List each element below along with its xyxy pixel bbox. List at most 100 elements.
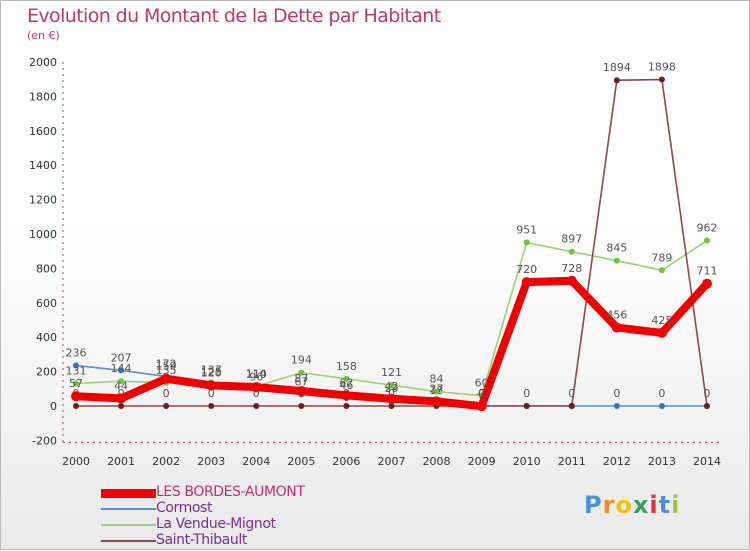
x-tick-label: 2010 [513,455,541,468]
data-label: 62 [339,376,353,389]
legend-label: LES BORDES-AUMONT [156,484,305,500]
data-label: 158 [336,360,357,373]
legend-swatch [101,508,156,510]
data-point [343,375,350,382]
data-label: 46 [339,379,353,392]
data-label: 720 [516,263,537,276]
x-tick-label: 2009 [468,455,496,468]
logo-letter: x [632,491,650,519]
data-point [566,275,577,286]
data-label: 236 [66,346,87,359]
data-point [341,390,352,401]
data-point [386,393,397,404]
x-tick-label: 2014 [693,455,721,468]
y-tick-label: 1400 [29,159,57,172]
data-label: 0 [163,387,170,400]
data-point [73,403,79,409]
data-point [116,393,127,404]
data-label: 789 [651,251,672,264]
data-label: 120 [201,366,222,379]
proxiti-logo: Proxiti [584,491,680,519]
data-label: 0 [703,387,710,400]
data-point [73,362,79,369]
data-label: 0 [253,387,260,400]
data-point [118,367,125,374]
x-tick-label: 2006 [332,455,360,468]
data-label: 57 [69,377,83,390]
data-label: 0 [658,387,665,400]
data-label: -1 [476,387,487,400]
x-tick-label: 2004 [242,455,270,468]
y-tick-label: 1600 [29,125,57,138]
legend-label: Cormost [156,500,213,516]
data-point [703,237,710,244]
logo-letter: P [584,491,603,519]
data-point [71,391,81,402]
data-point [431,396,442,407]
data-label: 1898 [648,61,676,74]
legend-swatch [101,488,156,498]
y-tick-label: 1800 [29,90,57,103]
data-label: 1894 [603,61,631,74]
data-point [523,403,530,409]
data-label: 0 [208,387,215,400]
data-point [388,382,395,389]
y-tick-label: 0 [50,400,57,413]
data-label: 135 [156,364,177,377]
y-tick-label: 2000 [29,56,57,69]
x-tick-label: 2001 [107,455,135,468]
x-tick-label: 2005 [287,455,315,468]
data-label: 114 [246,367,267,380]
data-label: 897 [561,233,582,246]
legend-label: Saint-Thibault [156,532,247,548]
data-label: 27 [430,382,444,395]
data-label: 728 [561,262,582,275]
data-label: 172 [156,357,177,370]
data-label: 121 [381,366,402,379]
y-tick-label: 600 [36,297,57,310]
legend-swatch [101,540,156,542]
x-tick-label: 2002 [152,455,180,468]
y-tick-label: 1200 [29,194,57,207]
data-label: 845 [606,242,627,255]
logo-letter: o [615,491,633,519]
data-label: 0 [478,387,485,400]
data-point [521,277,532,288]
data-point [253,403,260,409]
data-label: 0 [388,387,395,400]
y-tick-label: 200 [36,366,57,379]
x-tick-label: 2012 [603,455,631,468]
data-point [296,386,307,397]
data-point [118,403,125,409]
data-label: 110 [246,368,267,381]
x-tick-label: 2003 [197,455,225,468]
data-point [523,239,530,246]
logo-letter: i [649,491,659,519]
data-label: 0 [523,387,530,400]
data-point [613,257,620,264]
data-point [206,380,217,391]
data-point [251,382,262,393]
x-tick-label: 2008 [423,455,451,468]
data-point [703,403,710,409]
data-point [476,401,487,412]
legend-swatch [101,524,156,526]
logo-letter: t [658,491,672,519]
data-point [118,378,125,385]
data-label: 96 [249,370,263,383]
data-label: 207 [111,351,132,364]
data-point [433,388,440,395]
data-label: 425 [651,314,672,327]
data-label: 84 [430,373,444,386]
data-point [343,403,350,409]
x-tick-label: 2013 [648,455,676,468]
y-tick-label: 1000 [29,228,57,241]
data-label: 137 [201,363,222,376]
data-point [388,403,395,409]
data-label: 711 [696,265,717,278]
data-point [613,77,620,84]
y-tick-label: 800 [36,262,57,275]
data-point [658,267,665,274]
